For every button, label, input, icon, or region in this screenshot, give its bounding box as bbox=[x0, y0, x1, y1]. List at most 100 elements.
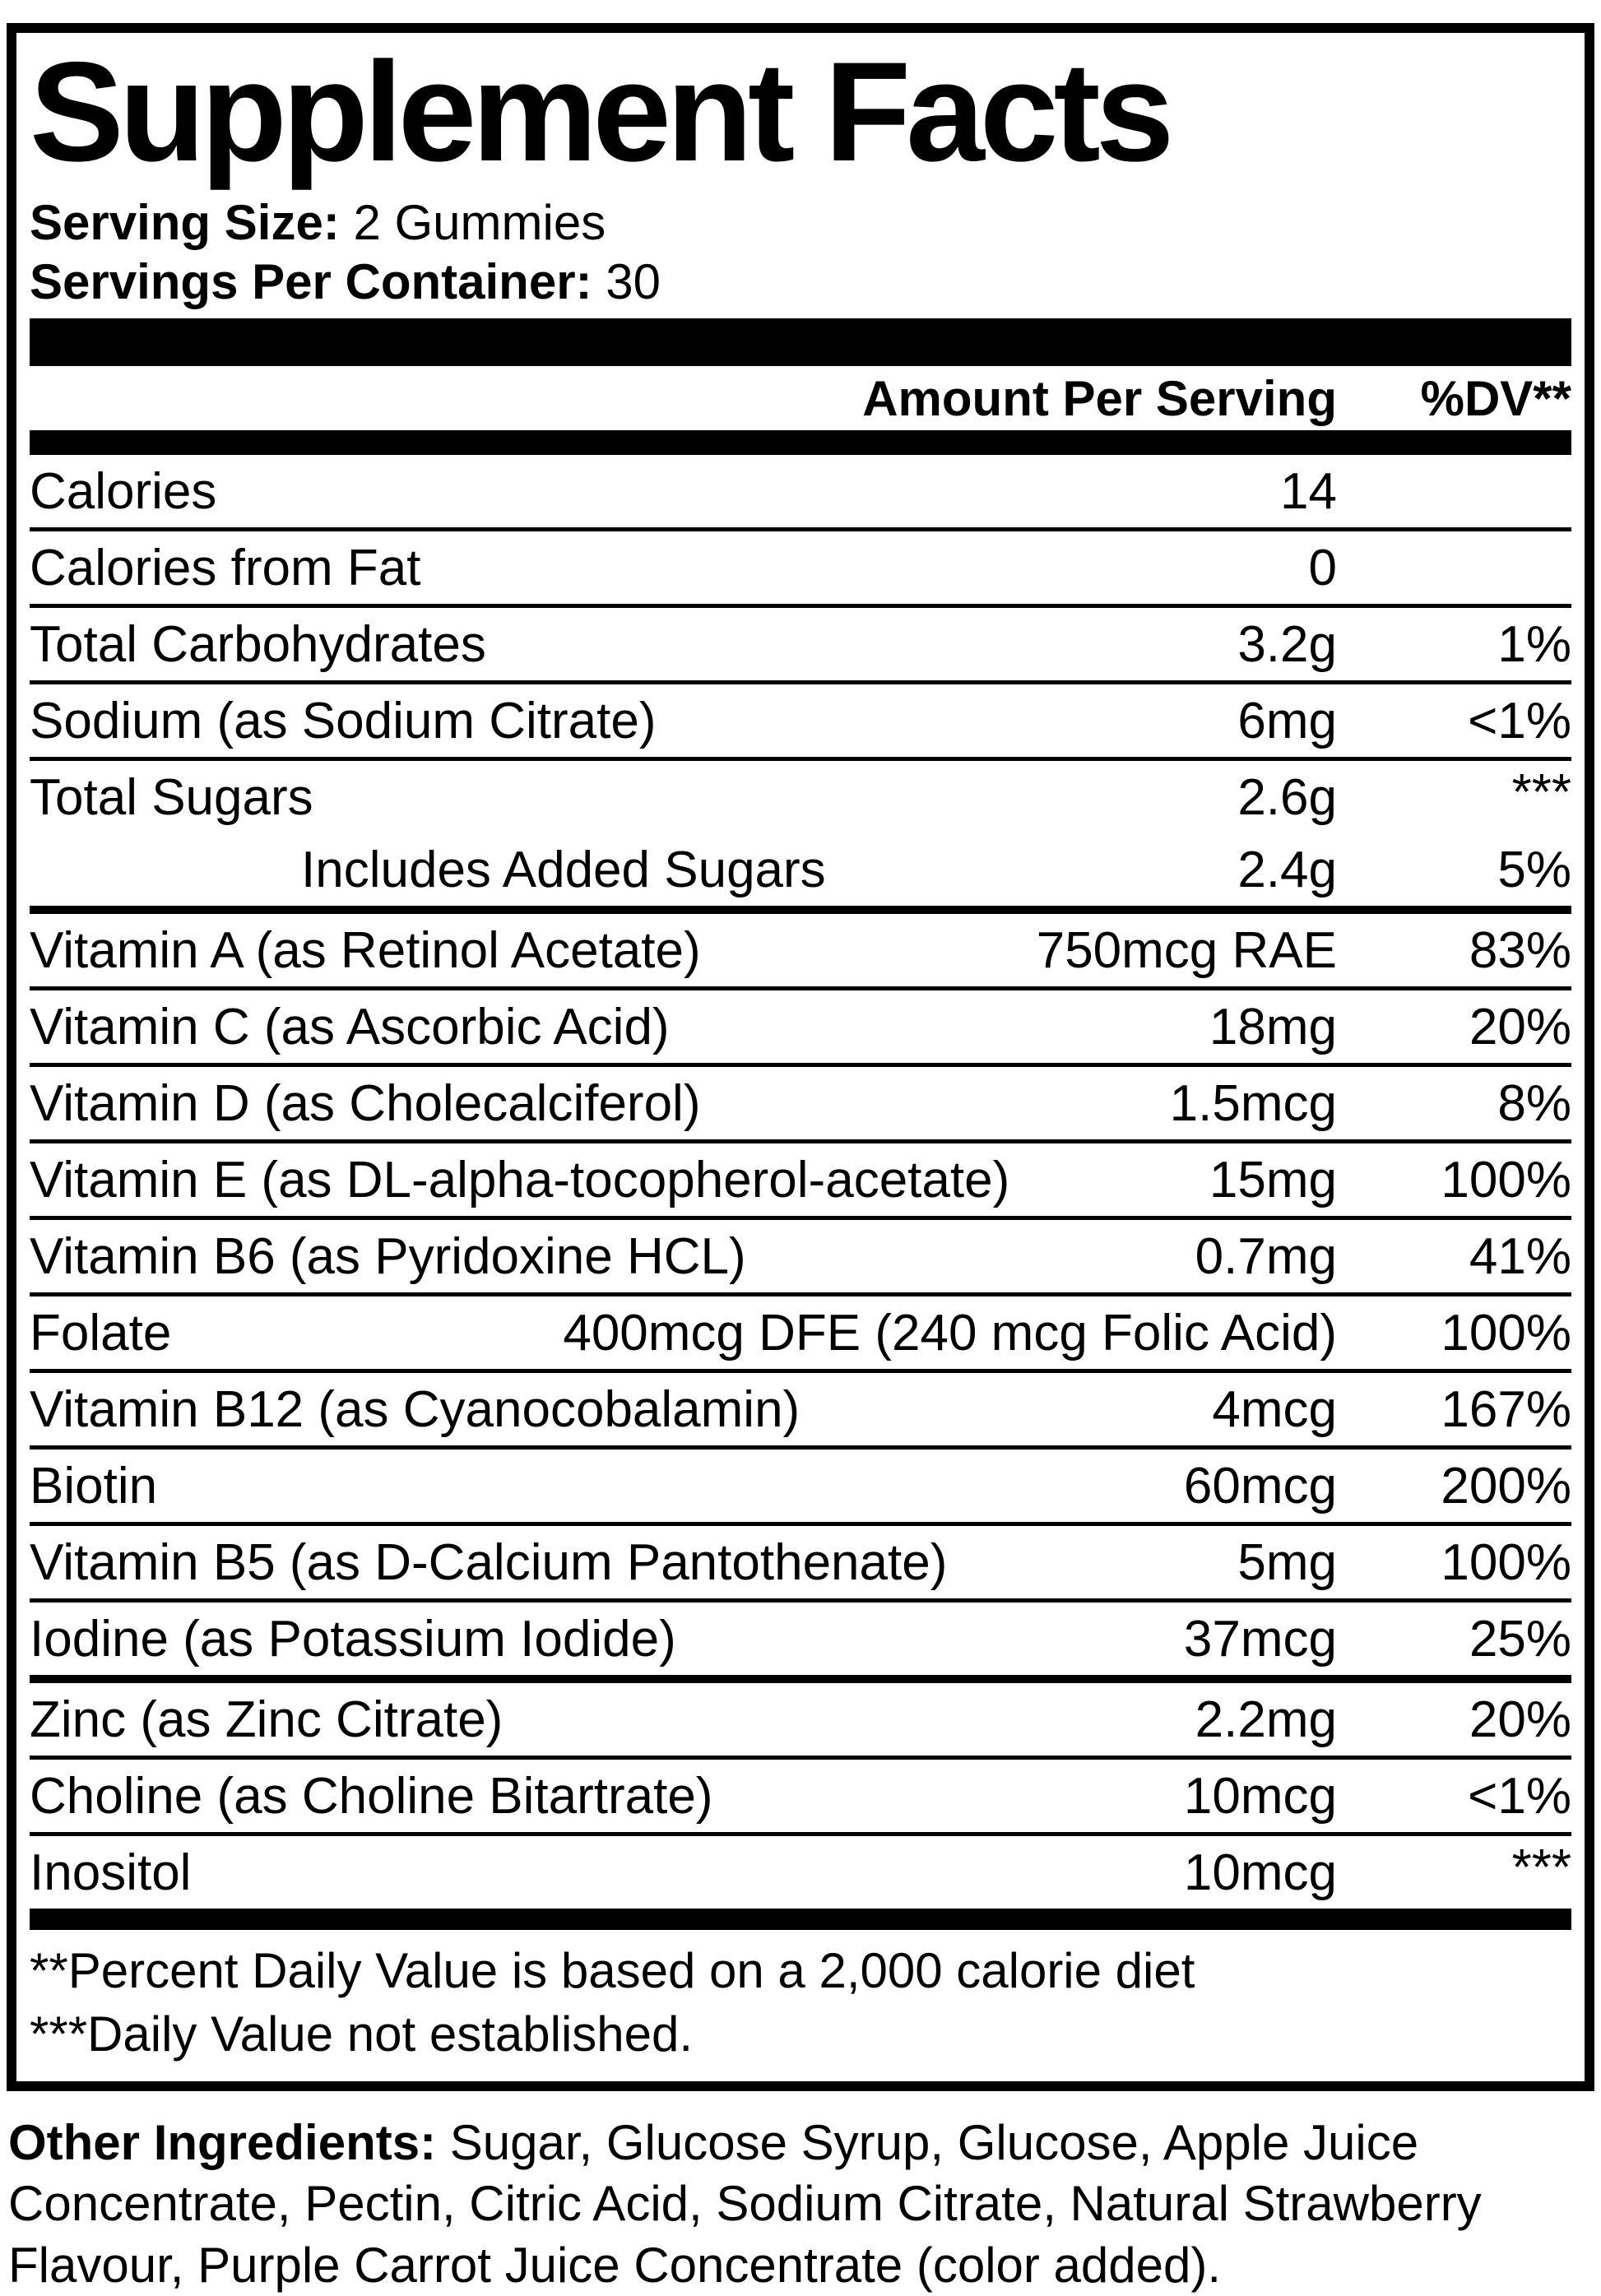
row-divider bbox=[30, 1369, 1571, 1374]
nutrient-name: Calories bbox=[30, 462, 217, 520]
footnotes: **Percent Daily Value is based on a 2,00… bbox=[30, 1930, 1571, 2071]
nutrient-name: Vitamin A (as Retinol Acetate) bbox=[30, 921, 701, 979]
amount-value: 2.6g bbox=[1237, 768, 1337, 826]
nutrient-name: Vitamin B6 (as Pyridoxine HCL) bbox=[30, 1227, 746, 1285]
nutrient-name: Vitamin B12 (as Cyanocobalamin) bbox=[30, 1380, 800, 1438]
nutrient-name: Total Sugars bbox=[30, 768, 313, 826]
dv-value: 167% bbox=[1441, 1380, 1571, 1438]
table-row: Vitamin C (as Ascorbic Acid) 18mg 20% bbox=[30, 990, 1571, 1063]
table-row: Vitamin B12 (as Cyanocobalamin) 4mcg 167% bbox=[30, 1373, 1571, 1445]
amount-value: 5mg bbox=[1237, 1533, 1337, 1591]
row-divider bbox=[30, 1216, 1571, 1221]
nutrient-name: Choline (as Choline Bitartrate) bbox=[30, 1767, 713, 1825]
amount-value: 2.4g bbox=[1237, 841, 1337, 898]
row-divider bbox=[30, 680, 1571, 685]
row-divider bbox=[30, 527, 1571, 532]
dv-value: *** bbox=[1511, 1839, 1571, 1897]
thick-separator-bar-top bbox=[30, 318, 1571, 367]
footnote-dv-not-established: ***Daily Value not established. bbox=[30, 2006, 694, 2062]
dv-value: 5% bbox=[1497, 841, 1571, 898]
amount-value: 2.2mg bbox=[1195, 1691, 1337, 1748]
table-row: Calories 14 bbox=[30, 455, 1571, 527]
table-row: Vitamin B5 (as D-Calcium Pantothenate) 5m… bbox=[30, 1526, 1571, 1598]
table-row: Vitamin D (as Cholecalciferol) 1.5mcg 8% bbox=[30, 1067, 1571, 1139]
row-divider bbox=[30, 1522, 1571, 1527]
dv-value: <1% bbox=[1468, 1767, 1571, 1825]
table-row: Biotin 60mcg 200% bbox=[30, 1449, 1571, 1522]
amount-per-serving-header: Amount Per Serving bbox=[862, 370, 1337, 426]
thick-separator-bar-bottom bbox=[30, 1909, 1571, 1931]
nutrient-name: Total Carbohydrates bbox=[30, 615, 486, 673]
dv-value: 100% bbox=[1441, 1533, 1571, 1591]
column-header-row: Amount Per Serving %DV** bbox=[30, 366, 1571, 430]
amount-value: 3.2g bbox=[1237, 615, 1337, 673]
other-ingredients: Other Ingredients: Sugar, Glucose Syrup,… bbox=[8, 2113, 1593, 2296]
dv-value: 1% bbox=[1497, 615, 1571, 673]
dv-value: 20% bbox=[1469, 998, 1571, 1055]
row-divider bbox=[30, 1445, 1571, 1450]
dv-value: 41% bbox=[1469, 1227, 1571, 1285]
amount-value: 0.7mg bbox=[1195, 1227, 1337, 1285]
amount-value: 14 bbox=[1280, 462, 1337, 520]
dv-value: <1% bbox=[1468, 692, 1571, 749]
row-divider bbox=[30, 1139, 1571, 1144]
servings-per-container-label: Servings Per Container: bbox=[30, 253, 592, 309]
nutrient-name: Vitamin E (as DL-alpha-tocopherol-acetat… bbox=[30, 1151, 1010, 1208]
serving-size-label: Serving Size: bbox=[30, 195, 340, 250]
nutrient-name: Iodine (as Potassium Iodide) bbox=[30, 1610, 676, 1667]
nutrient-name: Sodium (as Sodium Citrate) bbox=[30, 692, 657, 749]
footnote-percent-dv: **Percent Daily Value is based on a 2,00… bbox=[30, 1943, 1195, 1999]
table-row: Includes Added Sugars 2.4g 5% bbox=[30, 833, 1571, 906]
nutrient-name: Inositol bbox=[30, 1844, 192, 1901]
table-row: Choline (as Choline Bitartrate) 10mcg <1% bbox=[30, 1760, 1571, 1832]
row-divider bbox=[30, 906, 1571, 915]
nutrient-name: Vitamin C (as Ascorbic Acid) bbox=[30, 998, 670, 1055]
table-row: Total Carbohydrates 3.2g 1% bbox=[30, 608, 1571, 680]
row-divider bbox=[30, 1832, 1571, 1837]
table-row: Inositol 10mcg *** bbox=[30, 1836, 1571, 1909]
dv-value: 100% bbox=[1441, 1304, 1571, 1361]
amount-value: 400mcg DFE (240 mcg Folic Acid) bbox=[563, 1304, 1337, 1361]
serving-size-value: 2 Gummies bbox=[339, 195, 606, 250]
nutrient-name: Zinc (as Zinc Citrate) bbox=[30, 1691, 504, 1748]
servings-per-container-line: Servings Per Container: 30 bbox=[30, 253, 1571, 311]
row-divider bbox=[30, 1598, 1571, 1603]
amount-value: 15mg bbox=[1209, 1151, 1337, 1208]
nutrient-name: Includes Added Sugars bbox=[301, 841, 826, 898]
amount-value: 0 bbox=[1308, 539, 1337, 596]
thick-separator-bar-header bbox=[30, 430, 1571, 456]
amount-value: 10mcg bbox=[1183, 1844, 1337, 1901]
table-row: Vitamin E (as DL-alpha-tocopherol-acetat… bbox=[30, 1143, 1571, 1216]
table-row: Folate 400mcg DFE (240 mcg Folic Acid) 100… bbox=[30, 1296, 1571, 1369]
servings-per-container-value: 30 bbox=[592, 253, 661, 309]
other-ingredients-label: Other Ingredients: bbox=[8, 2114, 437, 2170]
panel-title: Supplement Facts bbox=[30, 33, 1174, 191]
row-divider bbox=[30, 757, 1571, 762]
amount-value: 750mcg RAE bbox=[1036, 921, 1337, 979]
dv-value: 8% bbox=[1497, 1074, 1571, 1132]
dv-value: 200% bbox=[1441, 1457, 1571, 1514]
table-row: Sodium (as Sodium Citrate) 6mg <1% bbox=[30, 684, 1571, 757]
row-divider bbox=[30, 1756, 1571, 1760]
row-divider bbox=[30, 604, 1571, 609]
amount-value: 1.5mcg bbox=[1169, 1074, 1337, 1132]
nutrient-name: Folate bbox=[30, 1304, 172, 1361]
supplement-facts-panel: Supplement Facts Serving Size: 2 Gummies… bbox=[7, 23, 1594, 2091]
serving-size-line: Serving Size: 2 Gummies bbox=[30, 194, 1571, 252]
row-divider bbox=[30, 1292, 1571, 1297]
table-row: Vitamin B6 (as Pyridoxine HCL) 0.7mg 41% bbox=[30, 1220, 1571, 1292]
amount-value: 4mcg bbox=[1212, 1380, 1337, 1438]
table-row: Calories from Fat 0 bbox=[30, 531, 1571, 604]
table-row: Iodine (as Potassium Iodide) 37mcg 25% bbox=[30, 1603, 1571, 1675]
amount-value: 60mcg bbox=[1183, 1457, 1337, 1514]
amount-value: 37mcg bbox=[1183, 1610, 1337, 1667]
dv-value: 25% bbox=[1469, 1610, 1571, 1667]
row-divider bbox=[30, 1063, 1571, 1068]
nutrient-table: Calories 14 Calories from Fat 0 Total Carboh… bbox=[30, 455, 1571, 1909]
dv-value: 83% bbox=[1469, 921, 1571, 979]
row-divider bbox=[30, 1675, 1571, 1684]
table-row: Zinc (as Zinc Citrate) 2.2mg 20% bbox=[30, 1683, 1571, 1756]
dv-value: *** bbox=[1511, 764, 1571, 822]
nutrient-name: Biotin bbox=[30, 1457, 158, 1514]
nutrient-name: Calories from Fat bbox=[30, 539, 421, 596]
